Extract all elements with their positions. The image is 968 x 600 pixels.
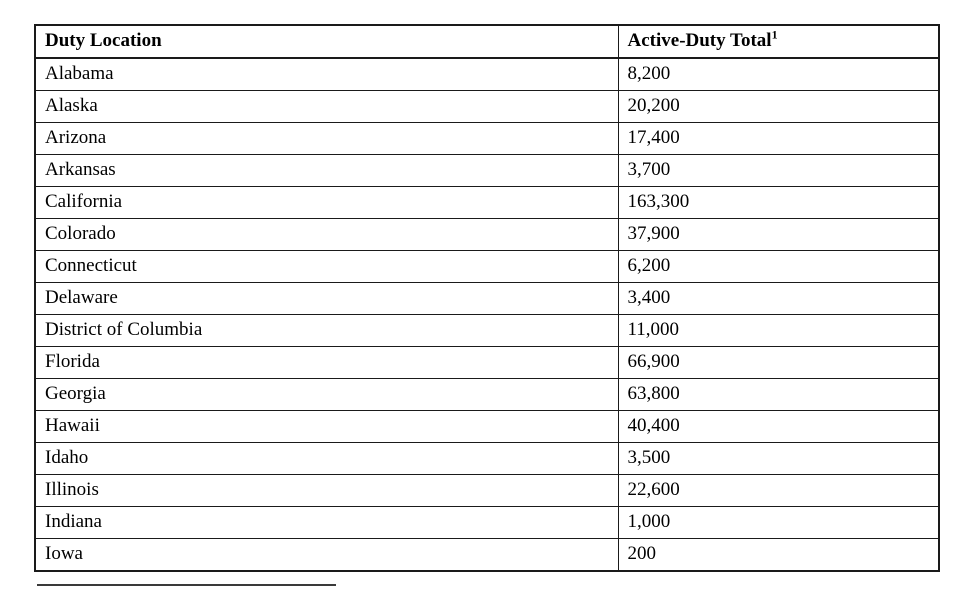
- cell-location: Illinois: [34, 474, 619, 507]
- cell-location: District of Columbia: [34, 314, 619, 347]
- table-row: Indiana 1,000: [34, 506, 940, 539]
- table-row: Arkansas 3,700: [34, 154, 940, 187]
- cell-location: Arkansas: [34, 154, 619, 187]
- table-row: Florida 66,900: [34, 346, 940, 379]
- cell-total: 63,800: [617, 378, 940, 411]
- cell-total: 40,400: [617, 410, 940, 443]
- cell-location: Alaska: [34, 90, 619, 123]
- cell-total: 6,200: [617, 250, 940, 283]
- footnote-marker: 1: [771, 27, 778, 42]
- cell-total: 3,400: [617, 282, 940, 315]
- cell-total: 66,900: [617, 346, 940, 379]
- cell-location: Arizona: [34, 122, 619, 155]
- footnote-separator-rule: [37, 584, 336, 586]
- table-row: Illinois 22,600: [34, 474, 940, 507]
- table-row: District of Columbia 11,000: [34, 314, 940, 347]
- cell-location: California: [34, 186, 619, 219]
- table-row: Arizona 17,400: [34, 122, 940, 155]
- table-row: Georgia 63,800: [34, 378, 940, 411]
- cell-total: 37,900: [617, 218, 940, 251]
- cell-location: Indiana: [34, 506, 619, 539]
- table-row: California 163,300: [34, 186, 940, 219]
- table-header: Duty Location Active-Duty Total1: [34, 24, 940, 59]
- header-row: Duty Location Active-Duty Total1: [34, 24, 940, 59]
- cell-location: Idaho: [34, 442, 619, 475]
- table-row: Connecticut 6,200: [34, 250, 940, 283]
- duty-location-table: Duty Location Active-Duty Total1 Alabama…: [34, 24, 940, 572]
- cell-location: Iowa: [34, 538, 619, 572]
- table-body: Alabama 8,200 Alaska 20,200 Arizona 17,4…: [34, 57, 940, 572]
- cell-total: 3,700: [617, 154, 940, 187]
- table-row: Alaska 20,200: [34, 90, 940, 123]
- table-row: Iowa 200: [34, 538, 940, 572]
- table-row: Idaho 3,500: [34, 442, 940, 475]
- cell-total: 163,300: [617, 186, 940, 219]
- header-duty-location: Duty Location: [34, 24, 619, 59]
- cell-location: Delaware: [34, 282, 619, 315]
- cell-location: Alabama: [34, 57, 619, 91]
- cell-total: 11,000: [617, 314, 940, 347]
- table-row: Alabama 8,200: [34, 57, 940, 91]
- table-row: Delaware 3,400: [34, 282, 940, 315]
- cell-total: 8,200: [617, 57, 940, 91]
- header-active-duty-total: Active-Duty Total1: [617, 24, 940, 59]
- cell-total: 17,400: [617, 122, 940, 155]
- cell-total: 22,600: [617, 474, 940, 507]
- table-row: Hawaii 40,400: [34, 410, 940, 443]
- cell-location: Georgia: [34, 378, 619, 411]
- header-active-duty-total-label: Active-Duty Total: [627, 30, 772, 51]
- cell-total: 3,500: [617, 442, 940, 475]
- cell-total: 20,200: [617, 90, 940, 123]
- table-row: Colorado 37,900: [34, 218, 940, 251]
- cell-location: Colorado: [34, 218, 619, 251]
- cell-location: Florida: [34, 346, 619, 379]
- cell-total: 200: [617, 538, 940, 572]
- cell-location: Connecticut: [34, 250, 619, 283]
- cell-total: 1,000: [617, 506, 940, 539]
- cell-location: Hawaii: [34, 410, 619, 443]
